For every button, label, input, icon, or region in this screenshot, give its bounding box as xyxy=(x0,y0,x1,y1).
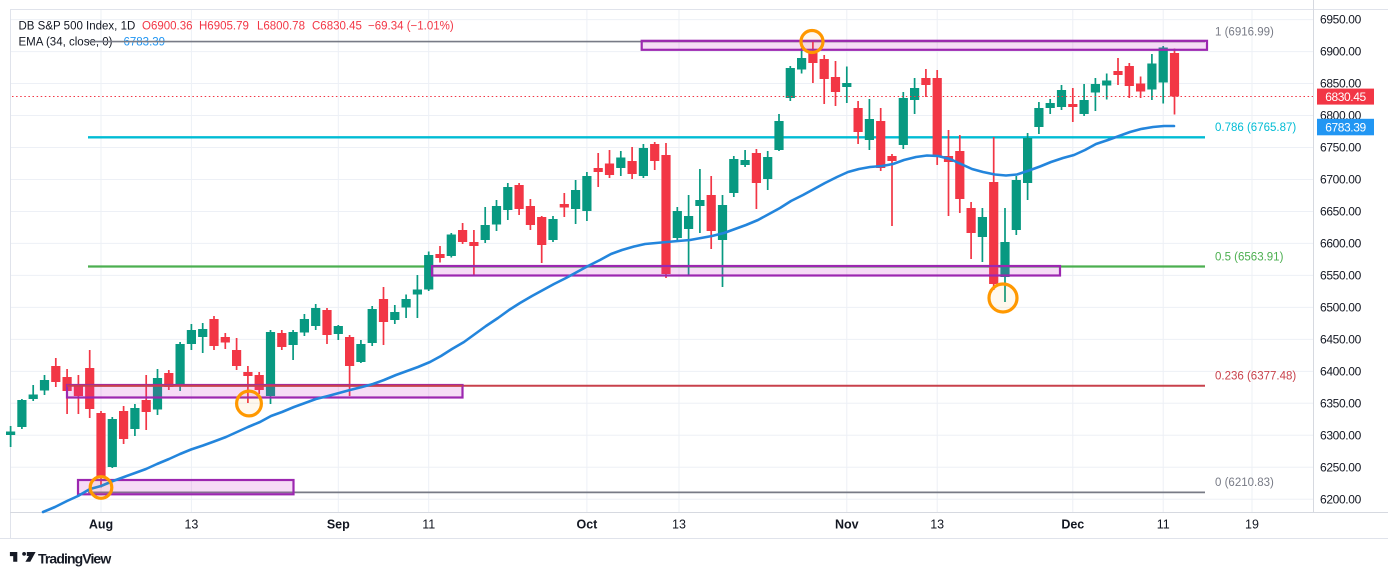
svg-text:0.236 (6377.48): 0.236 (6377.48) xyxy=(1215,371,1296,383)
svg-text:0.5 (6563.91): 0.5 (6563.91) xyxy=(1215,251,1284,263)
svg-text:6450.00: 6450.00 xyxy=(1320,333,1362,347)
svg-text:13: 13 xyxy=(672,518,686,532)
svg-text:11: 11 xyxy=(422,518,435,532)
svg-text:0 (6210.83): 0 (6210.83) xyxy=(1215,477,1274,489)
svg-text:6250.00: 6250.00 xyxy=(1320,460,1362,474)
svg-text:6200.00: 6200.00 xyxy=(1320,492,1362,506)
svg-text:0.786 (6765.87): 0.786 (6765.87) xyxy=(1215,122,1296,134)
svg-text:6830.45: 6830.45 xyxy=(1325,90,1366,104)
svg-text:Sep: Sep xyxy=(327,518,350,532)
svg-text:6300.00: 6300.00 xyxy=(1320,428,1362,442)
svg-text:Oct: Oct xyxy=(576,518,598,532)
svg-text:Nov: Nov xyxy=(835,518,859,532)
svg-text:6500.00: 6500.00 xyxy=(1320,301,1362,315)
svg-text:13: 13 xyxy=(930,518,944,532)
svg-text:Dec: Dec xyxy=(1061,518,1084,532)
svg-text:EMA (34, close, 0)6783.39: EMA (34, close, 0) 6783.39 xyxy=(19,37,166,49)
svg-text:6600.00: 6600.00 xyxy=(1320,237,1362,251)
svg-text:13: 13 xyxy=(184,518,198,532)
svg-text:6400.00: 6400.00 xyxy=(1320,365,1362,379)
svg-text:TradingView: TradingView xyxy=(38,550,111,566)
svg-text:6850.00: 6850.00 xyxy=(1320,77,1362,91)
svg-text:6650.00: 6650.00 xyxy=(1320,205,1362,219)
svg-text:6783.39: 6783.39 xyxy=(1325,120,1366,134)
svg-text:Aug: Aug xyxy=(89,518,113,532)
svg-text:6550.00: 6550.00 xyxy=(1320,269,1362,283)
svg-text:6700.00: 6700.00 xyxy=(1320,173,1362,187)
svg-text:1 (6916.99): 1 (6916.99) xyxy=(1215,26,1274,38)
svg-text:6750.00: 6750.00 xyxy=(1320,141,1362,155)
svg-text:6900.00: 6900.00 xyxy=(1320,45,1362,59)
svg-text:19: 19 xyxy=(1245,518,1259,532)
svg-text:6950.00: 6950.00 xyxy=(1320,13,1362,27)
svg-text:6350.00: 6350.00 xyxy=(1320,396,1362,410)
svg-text:11: 11 xyxy=(1157,518,1170,532)
